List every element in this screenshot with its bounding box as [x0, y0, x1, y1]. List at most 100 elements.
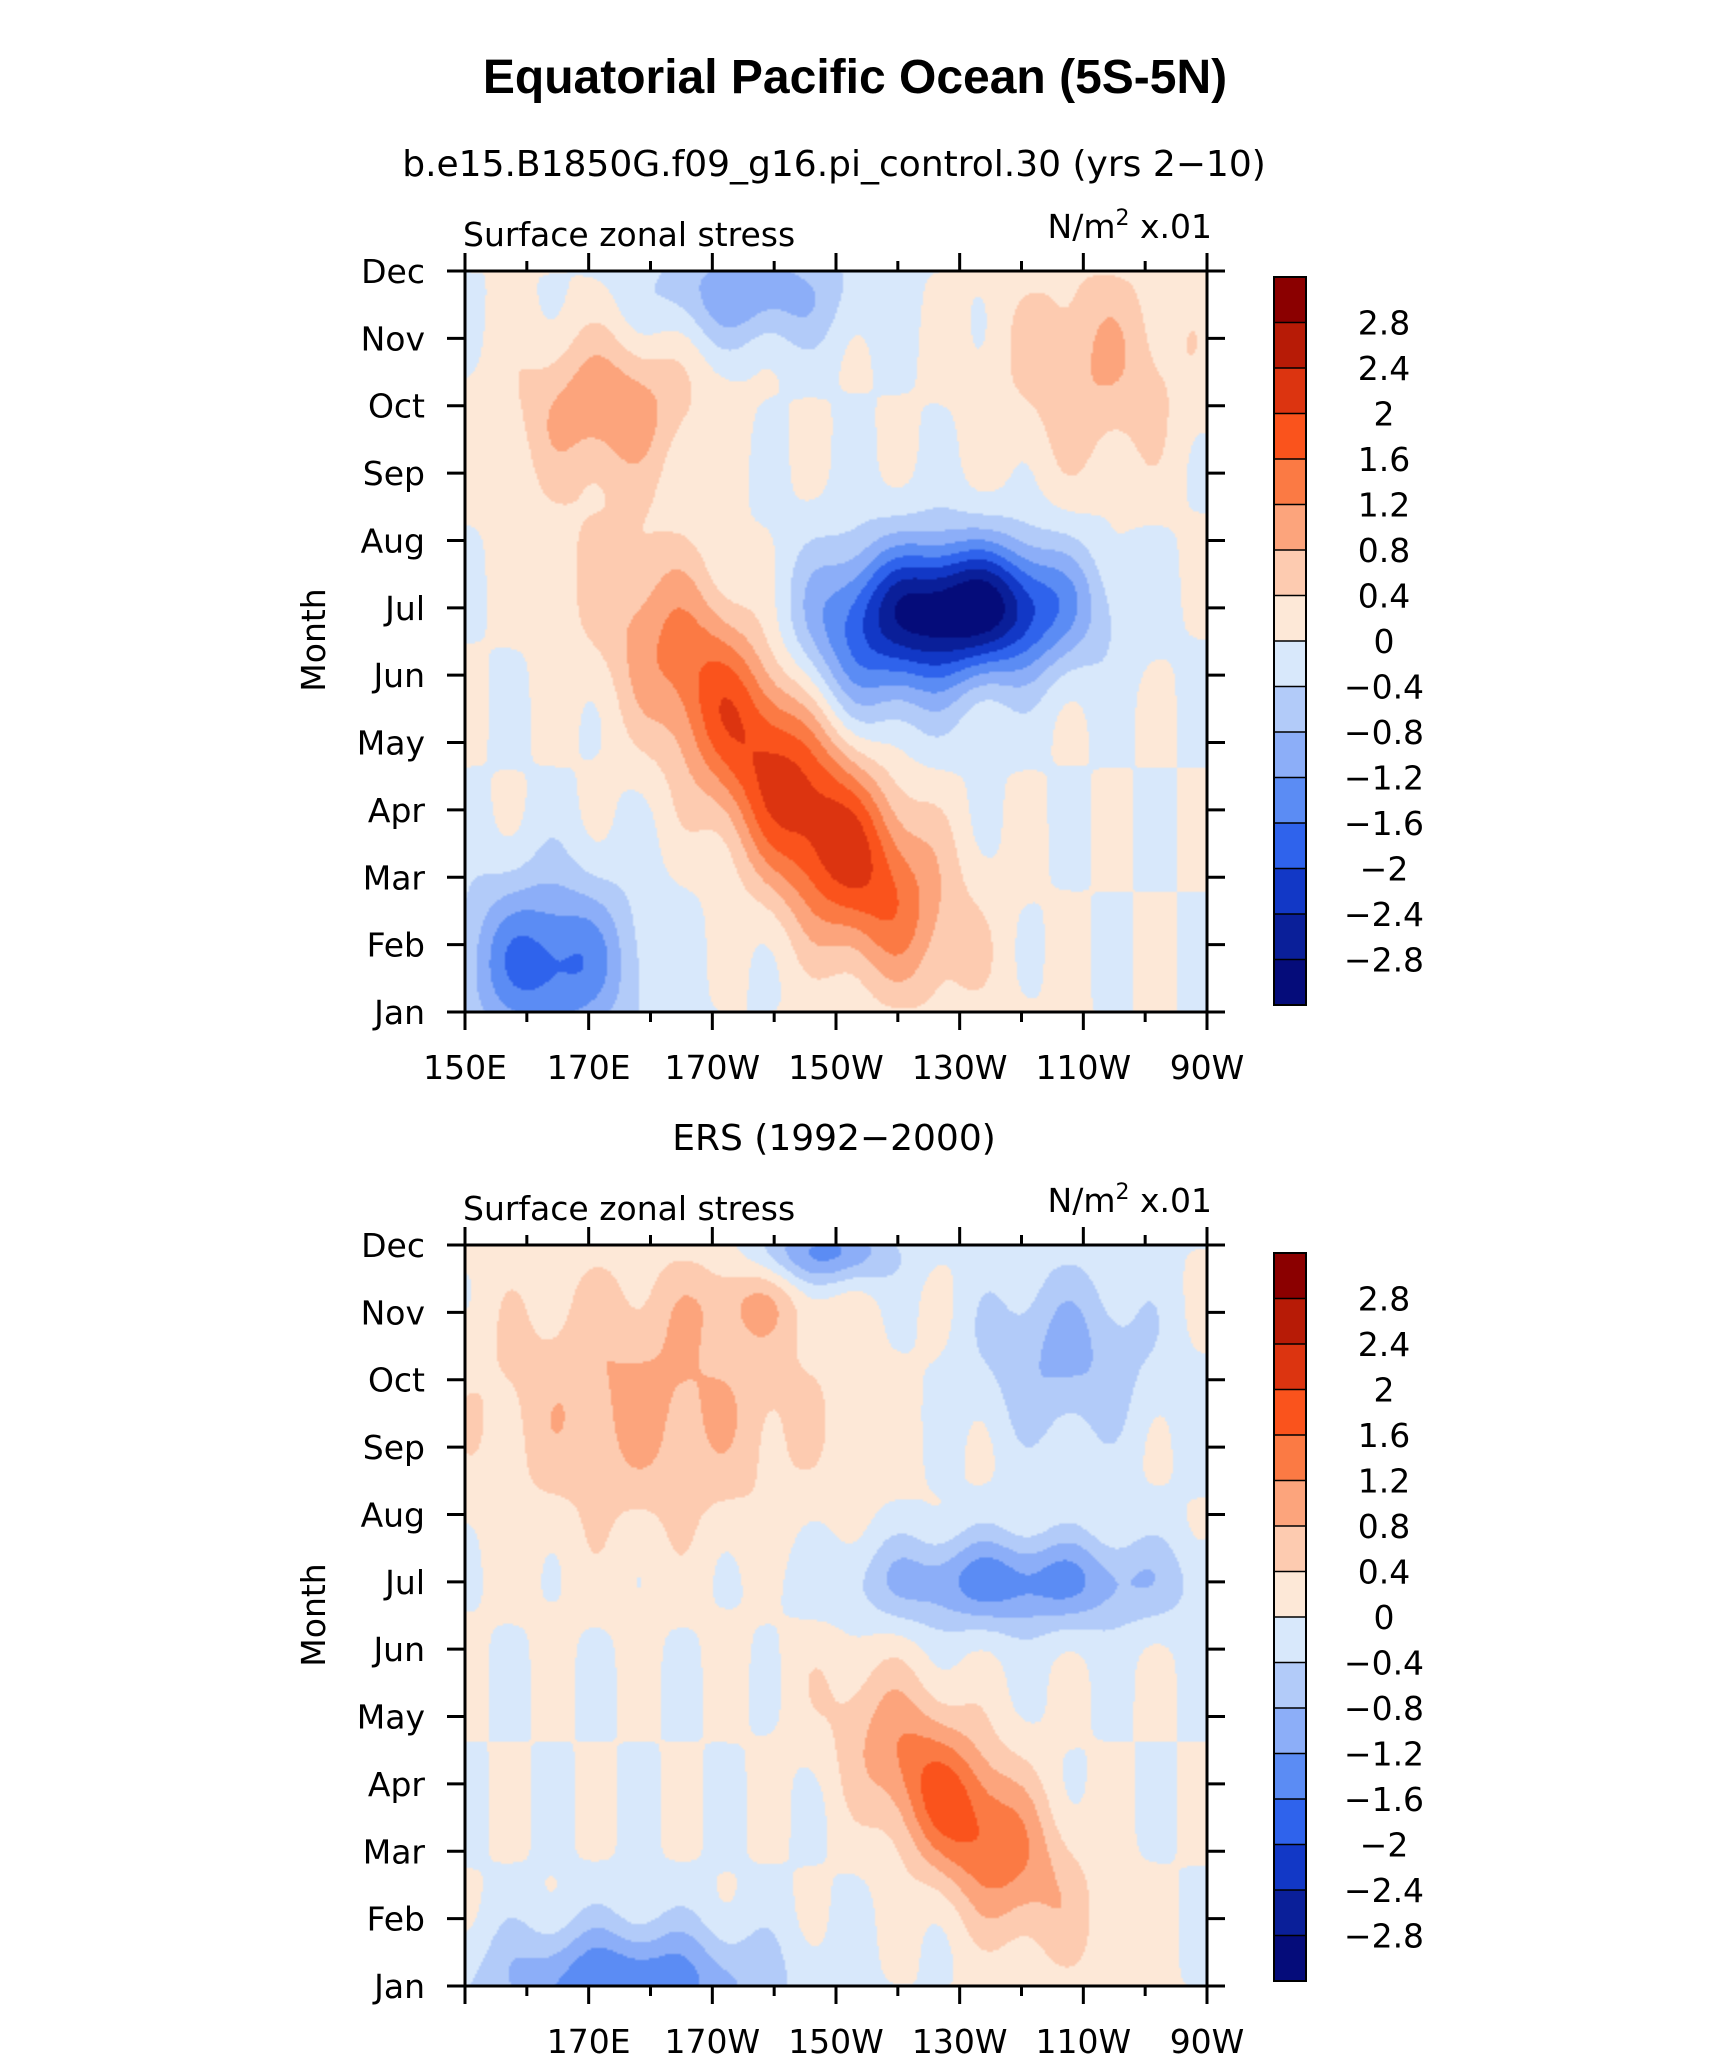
y-tick-label: Sep — [363, 454, 425, 493]
y-tick-label: Dec — [361, 1226, 425, 1265]
colorbar-label: −0.8 — [1344, 713, 1424, 752]
colorbar-label: −0.4 — [1344, 668, 1424, 707]
y-tick-label: Nov — [361, 1293, 425, 1332]
colorbar-label: −0.4 — [1344, 1644, 1424, 1683]
colorbar-swatch — [1274, 1298, 1306, 1345]
y-tick-label: Oct — [368, 387, 425, 426]
heatmap-container — [465, 271, 1207, 1012]
colorbar-swatch — [1274, 322, 1306, 369]
panel-left-label: Surface zonal stress — [463, 215, 795, 254]
axes: Jan Feb Mar Apr May Jun Jul Aug Sep Oct Nov Dec 150E… — [357, 252, 1245, 1087]
colorbar-swatch — [1274, 1389, 1306, 1436]
colorbar-swatch — [1274, 413, 1306, 460]
y-tick-label: Sep — [363, 1428, 425, 1467]
colorbar-label: −2.4 — [1344, 1871, 1424, 1910]
heatmap-canvas — [465, 1245, 1207, 1986]
colorbar-label: 0.8 — [1358, 1507, 1410, 1546]
colorbar-label: 0.4 — [1358, 1553, 1410, 1592]
colorbar: 2.8 2.4 2 1.6 1.2 0.8 0.4 0 −0.4 −0.8 −1.2 −1.6 −2 −2… — [1273, 276, 1424, 1006]
y-tick-label: Nov — [361, 319, 425, 358]
y-tick-label: Apr — [368, 1765, 426, 1804]
colorbar-label: −1.6 — [1344, 804, 1424, 843]
y-tick-label: Aug — [361, 521, 425, 560]
colorbar-swatch — [1274, 823, 1306, 869]
x-tick-label: 130W — [912, 1048, 1008, 1087]
colorbar-label: 2 — [1374, 1371, 1395, 1410]
colorbar-swatch — [1274, 1571, 1306, 1618]
x-tick-label: 110W — [1036, 1048, 1132, 1087]
colorbar-label: 0 — [1374, 622, 1395, 661]
colorbar-swatch — [1274, 1844, 1306, 1891]
y-tick-label: Feb — [367, 926, 425, 965]
units-sup: 2 — [1116, 1180, 1130, 1205]
colorbar-swatch — [1274, 1799, 1306, 1845]
panel-model: b.e15.B1850G.f09_g16.pi_control.30 (yrs … — [294, 144, 1424, 1087]
colorbar-swatch — [1274, 1753, 1306, 1800]
colorbar-swatch — [1274, 641, 1306, 687]
units-suffix: x.01 — [1130, 207, 1213, 246]
colorbar-swatch — [1274, 1435, 1306, 1481]
colorbar-label: −0.8 — [1344, 1689, 1424, 1728]
colorbar-swatch — [1274, 1890, 1306, 1936]
y-tick-label: Jun — [371, 656, 425, 695]
colorbar-label: −1.2 — [1344, 759, 1424, 798]
colorbar-label: −2 — [1360, 850, 1409, 889]
y-tick-label: Oct — [368, 1361, 425, 1400]
units-sup: 2 — [1116, 206, 1130, 231]
colorbar-label: −2.4 — [1344, 895, 1424, 934]
colorbar-label: −2.8 — [1344, 941, 1424, 980]
panel-left-label: Surface zonal stress — [463, 1189, 795, 1228]
colorbar-label: 2.8 — [1358, 304, 1410, 343]
figure-title: Equatorial Pacific Ocean (5S-5N) — [483, 51, 1227, 104]
colorbar-swatch — [1274, 277, 1306, 323]
colorbar-swatch — [1274, 595, 1306, 642]
y-axis-label: Month — [294, 1563, 333, 1666]
x-tick-label: 150W — [788, 1048, 884, 1087]
y-tick-label: Jun — [371, 1630, 425, 1669]
colorbar-label: 0.8 — [1358, 531, 1410, 570]
y-tick-label: Jul — [383, 589, 425, 628]
y-tick-label: Jul — [383, 1563, 425, 1602]
y-tick-label: Apr — [368, 791, 426, 830]
colorbar-swatch — [1274, 1253, 1306, 1299]
x-tick-label: 90W — [1170, 1048, 1245, 1087]
y-tick-label: Dec — [361, 252, 425, 291]
panel-units-label: N/m2 x.01 — [1048, 206, 1212, 246]
colorbar-swatch — [1274, 550, 1306, 596]
colorbar-label: 0.4 — [1358, 577, 1410, 616]
colorbar-label: 0 — [1374, 1598, 1395, 1637]
y-tick-label: Mar — [363, 1832, 426, 1871]
y-tick-label: Jan — [372, 1967, 425, 2006]
colorbar-label: 2 — [1374, 395, 1395, 434]
colorbar-swatch — [1274, 1662, 1306, 1709]
x-tick-label: 150W — [788, 2022, 884, 2061]
colorbar-frame — [1273, 1252, 1307, 1982]
x-tick-label: 150E — [423, 1048, 507, 1087]
y-tick-label: May — [357, 724, 425, 763]
x-tick-label: 90W — [1170, 2022, 1245, 2061]
colorbar-swatch — [1274, 1935, 1306, 1982]
colorbar-label: −1.6 — [1344, 1780, 1424, 1819]
colorbar-swatch — [1274, 914, 1306, 960]
heatmap-container — [465, 1245, 1207, 1986]
x-tick-label: 130W — [912, 2022, 1008, 2061]
colorbar-label: −1.2 — [1344, 1735, 1424, 1774]
panel-observed: ERS (1992−2000) Surface zonal stress N/m… — [294, 1118, 1424, 2061]
y-tick-label: May — [357, 1698, 425, 1737]
y-tick-label: Feb — [367, 1900, 425, 1939]
y-axis-label: Month — [294, 588, 333, 691]
colorbar-swatch — [1274, 1344, 1306, 1390]
panel-subtitle: b.e15.B1850G.f09_g16.pi_control.30 (yrs … — [402, 144, 1266, 185]
x-tick-label: 170E — [547, 1048, 631, 1087]
panel-subtitle: ERS (1992−2000) — [672, 1118, 996, 1159]
y-tick-label: Mar — [363, 858, 426, 897]
x-tick-label: 170E — [547, 2022, 631, 2061]
units-prefix: N/m — [1048, 207, 1116, 246]
x-tick-label: 170W — [665, 2022, 761, 2061]
x-tick-label: 170W — [665, 1048, 761, 1087]
colorbar: 2.8 2.4 2 1.6 1.2 0.8 0.4 0 −0.4 −0.8 −1.2 −1.6 −2 −2… — [1273, 1252, 1424, 1982]
colorbar-frame — [1273, 276, 1307, 1006]
colorbar-swatch — [1274, 504, 1306, 551]
colorbar-swatch — [1274, 777, 1306, 824]
